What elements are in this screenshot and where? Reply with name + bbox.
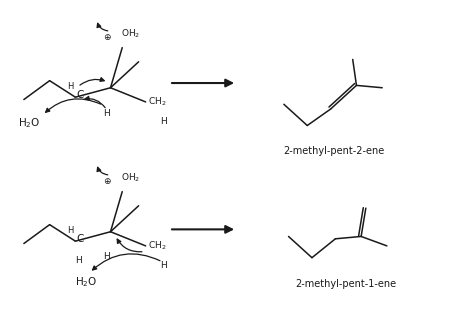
Text: H: H: [67, 225, 73, 235]
Text: $\oplus$: $\oplus$: [103, 176, 111, 186]
Text: $\oplus$: $\oplus$: [103, 32, 111, 42]
Text: H: H: [103, 252, 110, 260]
Text: C: C: [76, 90, 84, 100]
Text: H: H: [160, 261, 167, 270]
Text: OH$_2$: OH$_2$: [121, 28, 141, 40]
Text: CH$_2$: CH$_2$: [148, 96, 167, 108]
Text: H$_2$O: H$_2$O: [18, 116, 40, 130]
Text: CH$_2$: CH$_2$: [148, 240, 167, 252]
Text: H: H: [103, 109, 110, 118]
Text: H: H: [75, 256, 82, 265]
Text: 2-methyl-pent-1-ene: 2-methyl-pent-1-ene: [295, 279, 396, 289]
Text: H: H: [160, 117, 167, 126]
Text: H: H: [67, 82, 73, 91]
Text: H$_2$O: H$_2$O: [75, 275, 98, 289]
Text: OH$_2$: OH$_2$: [121, 172, 141, 184]
Text: 2-methyl-pent-2-ene: 2-methyl-pent-2-ene: [283, 146, 384, 157]
Text: C: C: [76, 234, 84, 244]
